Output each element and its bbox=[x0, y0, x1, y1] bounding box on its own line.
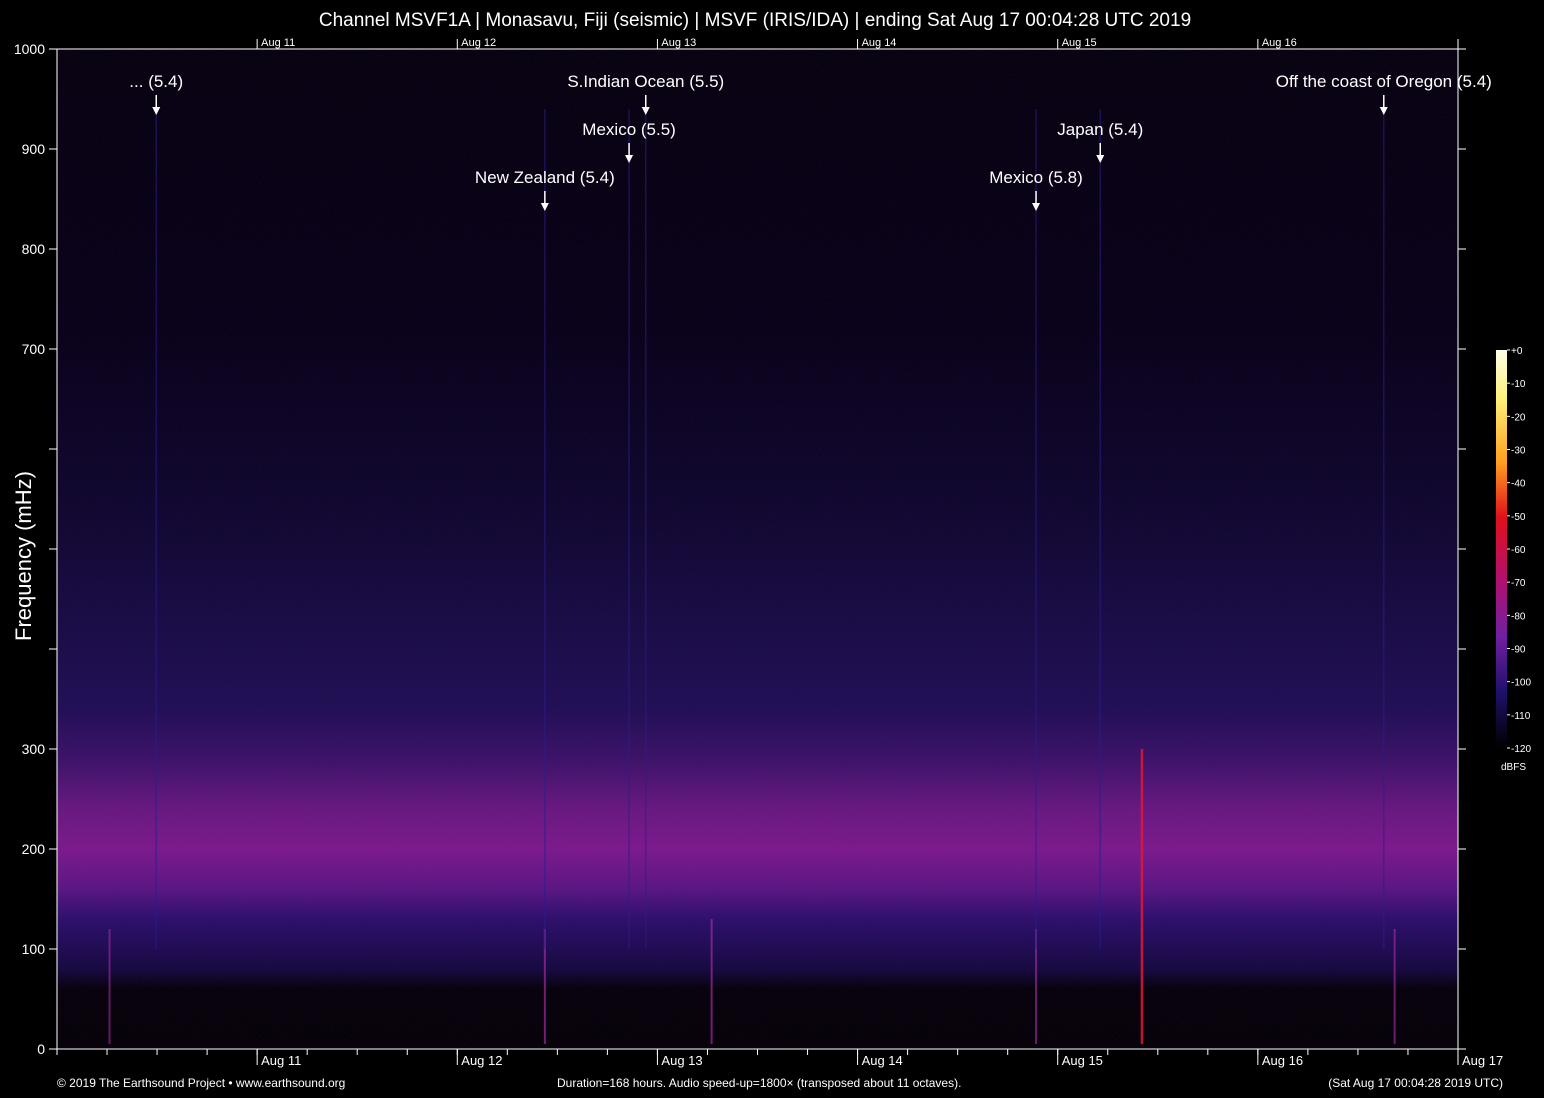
signals-layer bbox=[108, 109, 1396, 1044]
footer-copyright: © 2019 The Earthsound Project • www.eart… bbox=[57, 1076, 346, 1090]
x-tick-label: Aug 17 bbox=[1462, 1053, 1503, 1068]
y-tick-label: 1000 bbox=[14, 41, 45, 57]
colorbar-tick-label: -120 bbox=[1511, 744, 1531, 755]
x-top-tick-label: Aug 14 bbox=[862, 37, 897, 49]
event-arrow-head bbox=[152, 107, 161, 115]
colorbar-tick-label: -80 bbox=[1511, 611, 1526, 622]
event-label: S.Indian Ocean (5.5) bbox=[567, 72, 724, 91]
colorbar-tick-label: -50 bbox=[1511, 512, 1526, 523]
event-label: ... (5.4) bbox=[129, 72, 183, 91]
y-tick-label: 200 bbox=[22, 841, 46, 857]
colorbar-tick-label: -100 bbox=[1511, 678, 1531, 689]
event-arrow-head bbox=[625, 155, 634, 163]
colorbar: +0 -10 -20 -30 -40 -50 -60 -70 -80 -90 -100 -110 -12… bbox=[1496, 346, 1531, 755]
event-label: Mexico (5.8) bbox=[989, 168, 1083, 187]
event-label: Off the coast of Oregon (5.4) bbox=[1276, 72, 1492, 91]
spectrogram-noise-texture bbox=[57, 49, 1458, 1049]
colorbar-unit-label: dBFS bbox=[1501, 762, 1527, 773]
event-arrow-head bbox=[1379, 107, 1388, 115]
x-tick-label: Aug 11 bbox=[261, 1053, 301, 1068]
y-tick-label: 800 bbox=[22, 241, 46, 257]
y-tick-label: 0 bbox=[37, 1041, 45, 1057]
event-arrow-head bbox=[1096, 155, 1105, 163]
x-top-tick-label: Aug 15 bbox=[1062, 37, 1097, 49]
colorbar-gradient bbox=[1496, 350, 1507, 748]
event-label: Japan (5.4) bbox=[1057, 120, 1143, 139]
y-tick-label: 100 bbox=[22, 941, 46, 957]
colorbar-tick-label: +0 bbox=[1511, 346, 1523, 357]
event-label: Mexico (5.5) bbox=[582, 120, 676, 139]
y-tick-label: 700 bbox=[22, 341, 46, 357]
x-tick-label: Aug 15 bbox=[1062, 1053, 1103, 1068]
axes-layer: 0 100 200 300 700 800 900 1000 Aug 11 Aug 12 Aug 1… bbox=[14, 37, 1503, 1068]
x-top-tick-label: Aug 16 bbox=[1262, 37, 1297, 49]
x-tick-label: Aug 16 bbox=[1262, 1053, 1303, 1068]
chart-title: Channel MSVF1A | Monasavu, Fiji (seismic… bbox=[318, 10, 1192, 31]
y-tick-label: 300 bbox=[22, 741, 46, 757]
event-arrow-head bbox=[641, 107, 650, 115]
y-axis-label: Frequency (mHz) bbox=[11, 471, 36, 641]
colorbar-tick-label: -30 bbox=[1511, 446, 1526, 457]
colorbar-tick-label: -60 bbox=[1511, 545, 1526, 556]
event-label: New Zealand (5.4) bbox=[475, 168, 615, 187]
x-tick-label: Aug 12 bbox=[461, 1053, 502, 1068]
event-arrow-head bbox=[540, 203, 549, 211]
colorbar-tick-label: -110 bbox=[1511, 711, 1531, 722]
x-tick-label: Aug 13 bbox=[661, 1053, 702, 1068]
y-tick-label: 900 bbox=[22, 141, 46, 157]
events-layer: ... (5.4) S.Indian Ocean (5.5) Off the coa… bbox=[129, 72, 1492, 211]
footer-duration-info: Duration=168 hours. Audio speed-up=1800×… bbox=[557, 1076, 962, 1090]
x-top-tick-label: Aug 13 bbox=[661, 37, 696, 49]
x-top-tick-label: Aug 11 bbox=[261, 37, 295, 49]
footer-timestamp: (Sat Aug 17 00:04:28 2019 UTC) bbox=[1328, 1076, 1503, 1090]
colorbar-tick-label: -20 bbox=[1511, 412, 1526, 423]
event-arrow-head bbox=[1032, 203, 1041, 211]
x-tick-label: Aug 14 bbox=[862, 1053, 903, 1068]
x-top-tick-label: Aug 12 bbox=[461, 37, 496, 49]
colorbar-tick-label: -90 bbox=[1511, 645, 1526, 656]
colorbar-tick-label: -40 bbox=[1511, 479, 1526, 490]
colorbar-tick-label: -10 bbox=[1511, 379, 1526, 390]
colorbar-tick-label: -70 bbox=[1511, 578, 1526, 589]
